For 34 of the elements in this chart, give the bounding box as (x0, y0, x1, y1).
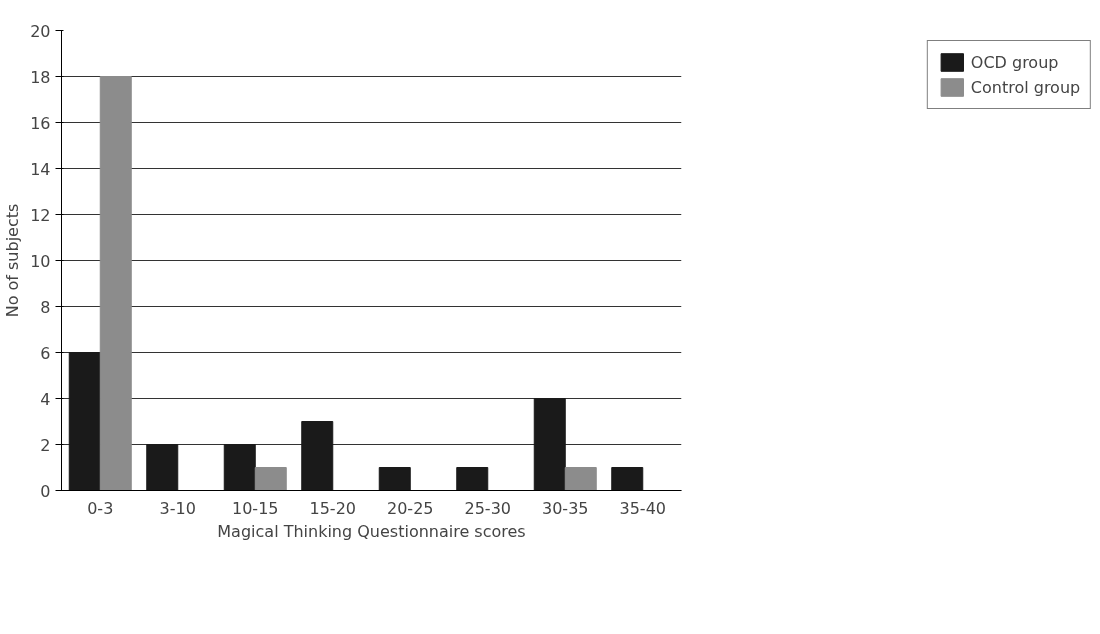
y-tick-label: 16 (30, 113, 51, 133)
x-tick-label: 0-3 (87, 498, 114, 518)
y-axis-title: No of subjects (3, 203, 23, 318)
x-tick-label: 3-10 (159, 498, 196, 518)
x-tick-label: 10-15 (232, 498, 279, 518)
bar (68, 352, 101, 491)
bar (254, 467, 287, 491)
x-tick-label: 20-25 (387, 498, 434, 518)
bar (378, 467, 411, 491)
x-tick-label: 25-30 (464, 498, 511, 518)
bar (146, 444, 179, 491)
bar (301, 421, 334, 491)
bar (533, 398, 566, 491)
y-tick-label: 20 (30, 21, 51, 41)
y-tick-label: 8 (40, 297, 51, 317)
x-axis-title: Magical Thinking Questionnaire scores (217, 521, 526, 541)
bar (99, 76, 132, 491)
y-tick-label: 12 (30, 205, 51, 225)
y-tick-label: 2 (40, 435, 51, 455)
y-tick-label: 18 (30, 67, 51, 87)
y-tick-label: 4 (40, 389, 51, 409)
y-tick-label: 6 (40, 343, 51, 363)
y-tick-label: 14 (30, 159, 51, 179)
bar (456, 467, 489, 491)
x-tick-label: 15-20 (309, 498, 356, 518)
bar (564, 467, 597, 491)
bar (611, 467, 644, 491)
y-tick-label: 10 (30, 251, 51, 271)
legend-label: Control group (970, 77, 1081, 97)
y-tick-label: 0 (40, 481, 51, 501)
x-tick-label: 30-35 (542, 498, 589, 518)
legend-label: OCD group (970, 52, 1059, 72)
x-tick-label: 35-40 (619, 498, 666, 518)
bar (223, 444, 256, 491)
